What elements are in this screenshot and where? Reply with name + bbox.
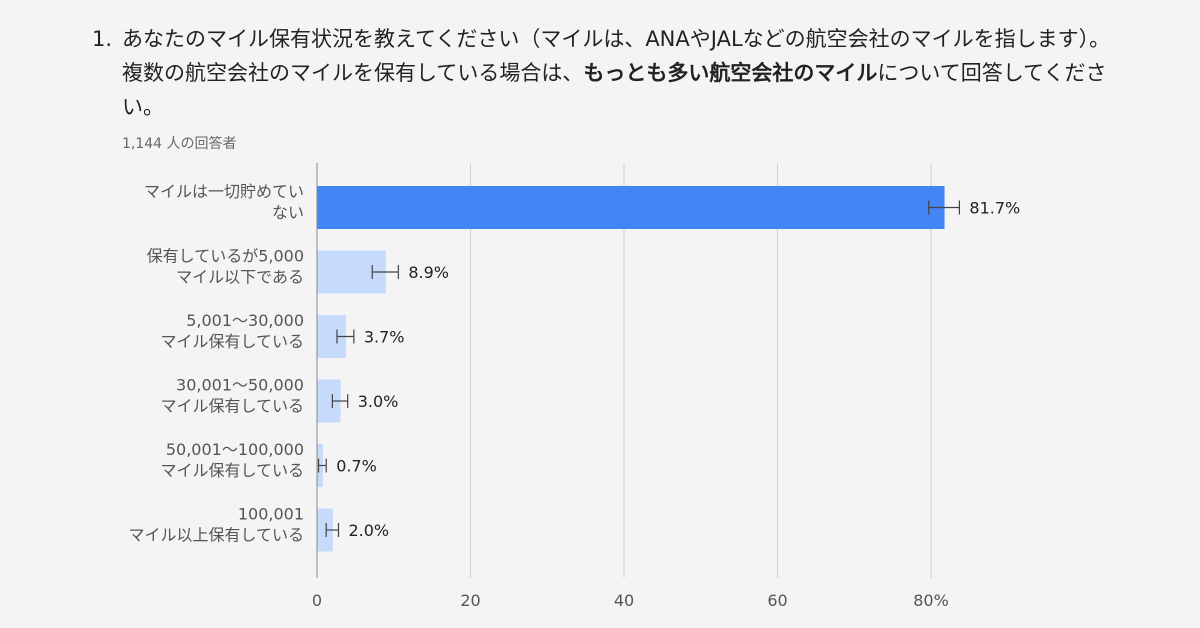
question-text: あなたのマイル保有状況を教えてください（マイルは、ANAやJALなどの航空会社の… bbox=[122, 22, 1112, 124]
x-tick-label: 60 bbox=[767, 591, 787, 610]
category-label: マイル保有している bbox=[160, 397, 304, 416]
data-label: 2.0% bbox=[348, 521, 389, 540]
data-label: 8.9% bbox=[408, 263, 449, 282]
data-label: 3.0% bbox=[358, 392, 399, 411]
question-number: 1. bbox=[92, 27, 113, 51]
data-label: 3.7% bbox=[364, 328, 405, 347]
category-label: マイル保有している bbox=[160, 461, 304, 480]
category-label: 50,001〜100,000 bbox=[166, 440, 304, 459]
data-label: 0.7% bbox=[336, 457, 377, 476]
category-label: 30,001〜50,000 bbox=[176, 376, 304, 395]
data-label: 81.7% bbox=[969, 199, 1020, 218]
respondent-count: 1,144 人の回答者 bbox=[122, 136, 237, 152]
bar bbox=[317, 508, 333, 552]
x-tick-label: 0 bbox=[312, 591, 322, 610]
category-label: 100,001 bbox=[238, 505, 304, 524]
question-text-part1: あなたのマイル保有状況を教えてください（マイルは、ANAやJALなどの航空会社の… bbox=[122, 27, 1111, 85]
category-label: ない bbox=[272, 203, 304, 222]
x-tick-label: 80% bbox=[913, 591, 949, 610]
category-label: マイル以上保有している bbox=[128, 526, 304, 545]
bar bbox=[317, 379, 341, 423]
bar bbox=[317, 186, 945, 229]
category-label: 5,001〜30,000 bbox=[186, 311, 304, 330]
question-text-part2: について回答してください。 bbox=[122, 61, 1107, 119]
category-label: マイルは一切貯めてい bbox=[144, 182, 304, 201]
category-label: マイル保有している bbox=[160, 332, 304, 351]
question-text-bold: もっとも多い航空会社のマイル bbox=[583, 61, 878, 85]
x-tick-label: 20 bbox=[460, 591, 480, 610]
category-label: マイル以下である bbox=[176, 268, 304, 287]
x-tick-label: 40 bbox=[614, 591, 634, 610]
category-label: 保有しているが5,000 bbox=[147, 247, 304, 266]
